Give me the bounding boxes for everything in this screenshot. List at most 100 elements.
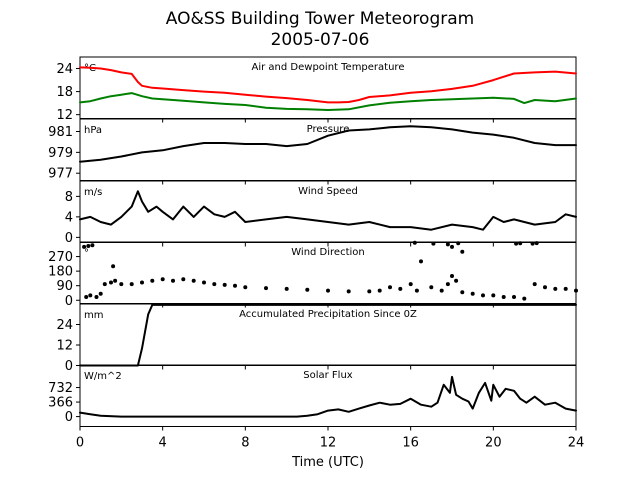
panel-title: Wind Direction bbox=[291, 247, 365, 258]
wind-direction-point bbox=[98, 291, 103, 296]
wind-direction-point bbox=[94, 295, 99, 299]
wind-direction-point bbox=[445, 242, 450, 247]
wind-direction-point bbox=[512, 295, 516, 299]
wind-direction-point bbox=[88, 293, 93, 298]
series-line-2 bbox=[79, 92, 577, 111]
wind-direction-point bbox=[470, 291, 475, 296]
y-tick-label: 90 bbox=[56, 279, 73, 294]
series-line-1 bbox=[79, 190, 577, 231]
wind-direction-point bbox=[419, 259, 423, 264]
y-tick-label: 24 bbox=[56, 62, 73, 77]
panel-title: Solar Flux bbox=[303, 370, 353, 381]
y-tick-label: 977 bbox=[48, 167, 73, 182]
wind-direction-point bbox=[212, 282, 217, 287]
y-tick-label: 180 bbox=[48, 265, 73, 280]
panel-unit: mm bbox=[84, 310, 103, 321]
wind-direction-point bbox=[82, 244, 87, 249]
wind-direction-point bbox=[326, 288, 330, 293]
wind-direction-point bbox=[305, 287, 310, 292]
panel-unit: m/s bbox=[84, 187, 102, 198]
wind-direction-point bbox=[514, 241, 519, 246]
wind-direction-point bbox=[222, 282, 227, 287]
y-tick-label: 981 bbox=[48, 125, 73, 140]
wind-direction-point bbox=[140, 280, 144, 285]
wind-direction-point bbox=[367, 289, 372, 294]
wind-direction-point bbox=[522, 296, 527, 301]
wind-direction-point bbox=[439, 288, 444, 293]
wind-direction-point bbox=[160, 277, 165, 282]
y-tick-label: 0 bbox=[65, 294, 73, 309]
wind-direction-point bbox=[408, 282, 413, 287]
wind-direction-point bbox=[202, 280, 206, 285]
wind-direction-point bbox=[454, 278, 459, 283]
wind-direction-point bbox=[553, 286, 558, 291]
panel-title: Accumulated Precipitation Since 0Z bbox=[239, 309, 417, 320]
wind-direction-point bbox=[150, 278, 155, 283]
wind-direction-point bbox=[233, 283, 237, 288]
wind-direction-point bbox=[543, 285, 547, 290]
y-tick-label: 24 bbox=[56, 318, 73, 333]
wind-direction-point bbox=[429, 285, 434, 290]
wind-direction-point bbox=[563, 286, 568, 291]
y-tick-label: 979 bbox=[48, 146, 73, 161]
wind-direction-point bbox=[530, 241, 535, 246]
wind-direction-point bbox=[377, 288, 382, 293]
panel-unit: W/m^2 bbox=[84, 371, 122, 382]
wind-direction-point bbox=[111, 264, 116, 269]
y-tick-label: 0 bbox=[65, 231, 73, 246]
wind-direction-point bbox=[181, 277, 186, 282]
wind-direction-point bbox=[84, 295, 89, 299]
series-line-1 bbox=[79, 66, 577, 104]
wind-direction-point bbox=[460, 290, 465, 295]
wind-direction-point bbox=[388, 285, 392, 290]
x-tick-label: 24 bbox=[568, 436, 585, 451]
x-tick-label: 12 bbox=[320, 436, 337, 451]
wind-direction-point bbox=[532, 282, 537, 287]
wind-direction-point bbox=[119, 282, 124, 287]
panel-5: 0 12 24 Accumulated Precipitation Since 0Z m… bbox=[56, 303, 577, 374]
wind-direction-point bbox=[398, 286, 403, 291]
x-tick-label: 16 bbox=[402, 436, 419, 451]
y-tick-label: 12 bbox=[56, 339, 73, 354]
wind-direction-point bbox=[501, 295, 506, 299]
wind-direction-point bbox=[102, 282, 107, 287]
wind-direction-point bbox=[491, 293, 496, 298]
series-line-1 bbox=[79, 375, 577, 418]
panel-3: 0 4 8 Wind Speed m/s bbox=[65, 180, 577, 247]
wind-direction-point bbox=[412, 240, 417, 245]
wind-direction-point bbox=[414, 288, 419, 293]
wind-direction-point bbox=[518, 241, 523, 246]
x-tick-label: 4 bbox=[159, 436, 167, 451]
wind-direction-point bbox=[574, 288, 578, 293]
wind-direction-point bbox=[171, 278, 175, 283]
panel-unit: hPa bbox=[84, 125, 102, 136]
wind-direction-point bbox=[113, 278, 118, 283]
wind-direction-point bbox=[450, 244, 454, 249]
y-tick-label: 366 bbox=[48, 396, 73, 411]
y-tick-label: 0 bbox=[65, 410, 73, 425]
wind-direction-point bbox=[450, 274, 454, 278]
wind-direction-point bbox=[86, 244, 91, 248]
x-axis: 0 4 8 12 16 20 24 bbox=[76, 436, 584, 451]
panel-unit: ° bbox=[84, 248, 89, 259]
wind-direction-point bbox=[534, 241, 539, 246]
wind-direction-point bbox=[264, 286, 268, 291]
wind-direction-point bbox=[456, 241, 461, 246]
y-tick-label: 0 bbox=[65, 359, 73, 374]
figure-date: 2005-07-06 bbox=[271, 30, 370, 50]
y-tick-label: 732 bbox=[48, 381, 73, 396]
x-axis-label: Time (UTC) bbox=[291, 455, 364, 470]
y-tick-label: 18 bbox=[56, 85, 73, 100]
wind-direction-point bbox=[431, 241, 436, 246]
y-tick-label: 4 bbox=[65, 210, 73, 225]
wind-direction-point bbox=[481, 293, 485, 298]
wind-direction-point bbox=[346, 289, 351, 294]
y-tick-label: 8 bbox=[65, 190, 73, 205]
wind-direction-point bbox=[460, 249, 465, 254]
series-line-1 bbox=[79, 125, 577, 163]
panel-title: Air and Dewpoint Temperature bbox=[252, 62, 405, 73]
